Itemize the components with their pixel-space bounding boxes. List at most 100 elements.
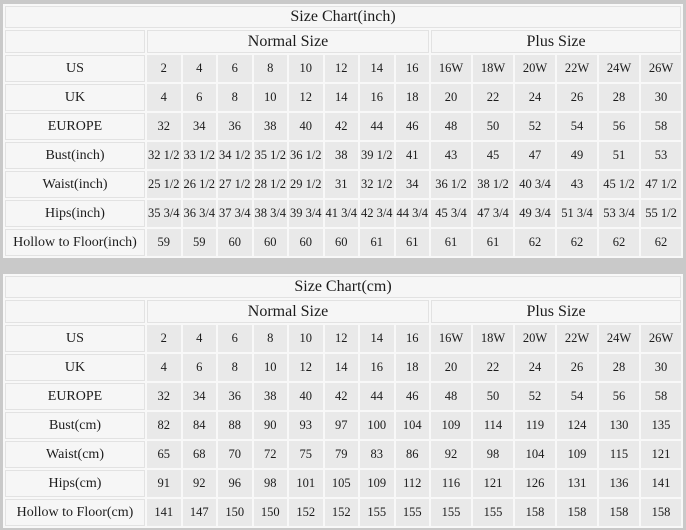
data-cell: 10 <box>289 325 323 352</box>
data-cell: 60 <box>289 229 323 256</box>
data-cell: 24 <box>515 84 555 111</box>
data-cell: 26W <box>641 325 682 352</box>
row-label: US <box>5 55 145 82</box>
data-cell: 36 3/4 <box>182 200 216 227</box>
data-cell: 42 <box>324 113 358 140</box>
data-cell: 52 <box>515 113 555 140</box>
data-cell: 141 <box>147 499 181 526</box>
data-cell: 16 <box>395 325 429 352</box>
data-cell: 39 1/2 <box>360 142 394 169</box>
data-cell: 104 <box>395 412 429 439</box>
data-cell: 46 <box>395 113 429 140</box>
data-cell: 8 <box>218 354 252 381</box>
data-cell: 20 <box>431 84 471 111</box>
data-cell: 44 <box>360 113 394 140</box>
data-cell: 53 3/4 <box>599 200 639 227</box>
data-cell: 46 <box>395 383 429 410</box>
column-group-row: Normal Size Plus Size <box>5 300 682 323</box>
data-cell: 49 3/4 <box>515 200 555 227</box>
data-cell: 79 <box>324 441 358 468</box>
table-row: UK 4 6 8 10 12 14 16 18 20 22 24 26 28 30 <box>5 354 682 381</box>
data-cell: 59 <box>147 229 181 256</box>
data-cell: 58 <box>641 383 682 410</box>
data-cell: 38 1/2 <box>473 171 513 198</box>
data-cell: 44 3/4 <box>395 200 429 227</box>
data-cell: 8 <box>253 55 287 82</box>
data-cell: 20 <box>431 354 471 381</box>
data-cell: 28 1/2 <box>253 171 287 198</box>
data-cell: 38 <box>253 383 287 410</box>
data-cell: 22W <box>557 55 597 82</box>
data-cell: 45 3/4 <box>431 200 471 227</box>
data-cell: 2 <box>147 325 181 352</box>
data-cell: 34 <box>182 113 216 140</box>
row-label: Hollow to Floor(inch) <box>5 229 145 256</box>
data-cell: 47 3/4 <box>473 200 513 227</box>
table-row: Bust(inch) 32 1/2 33 1/2 34 1/2 35 1/2 36 1/2… <box>5 142 682 169</box>
table-row: US 2 4 6 8 10 12 14 16 16W 18W 20W 22W 24W 26W <box>5 325 682 352</box>
data-cell: 62 <box>557 229 597 256</box>
table-row: Bust(cm) 82 84 88 90 93 97 100 104 109 114 119 124 13… <box>5 412 682 439</box>
data-cell: 82 <box>147 412 181 439</box>
data-cell: 2 <box>147 55 181 82</box>
data-cell: 112 <box>395 470 429 497</box>
data-cell: 35 3/4 <box>147 200 181 227</box>
data-cell: 4 <box>147 84 181 111</box>
row-label: Bust(cm) <box>5 412 145 439</box>
data-cell: 26 1/2 <box>182 171 216 198</box>
data-cell: 52 <box>515 383 555 410</box>
data-cell: 24W <box>599 55 639 82</box>
data-cell: 131 <box>557 470 597 497</box>
group-header-plus-size: Plus Size <box>431 30 682 53</box>
table-row: Waist(inch) 25 1/2 26 1/2 27 1/2 28 1/2 29 1/… <box>5 171 682 198</box>
data-cell: 51 <box>599 142 639 169</box>
data-cell: 60 <box>324 229 358 256</box>
data-cell: 93 <box>289 412 323 439</box>
data-cell: 150 <box>253 499 287 526</box>
data-cell: 92 <box>182 470 216 497</box>
data-cell: 38 <box>324 142 358 169</box>
data-cell: 141 <box>641 470 682 497</box>
data-cell: 12 <box>289 354 323 381</box>
data-cell: 8 <box>253 325 287 352</box>
data-cell: 62 <box>641 229 682 256</box>
table-row: EUROPE 32 34 36 38 40 42 44 46 48 50 52 54 56 58 <box>5 113 682 140</box>
data-cell: 37 3/4 <box>218 200 252 227</box>
group-header-normal-size: Normal Size <box>147 300 429 323</box>
data-cell: 34 <box>182 383 216 410</box>
data-cell: 59 <box>182 229 216 256</box>
data-cell: 97 <box>324 412 358 439</box>
data-cell: 41 <box>395 142 429 169</box>
data-cell: 4 <box>182 55 216 82</box>
table-row: EUROPE 32 34 36 38 40 42 44 46 48 50 52 54 56 58 <box>5 383 682 410</box>
data-cell: 39 3/4 <box>289 200 323 227</box>
data-cell: 6 <box>182 84 216 111</box>
data-cell: 51 3/4 <box>557 200 597 227</box>
size-chart-inch-table: Size Chart(inch) Normal Size Plus Size U… <box>3 4 684 258</box>
data-cell: 10 <box>253 354 287 381</box>
data-cell: 45 1/2 <box>599 171 639 198</box>
data-cell: 72 <box>253 441 287 468</box>
data-cell: 26 <box>557 84 597 111</box>
row-label: Hips(cm) <box>5 470 145 497</box>
data-cell: 12 <box>289 84 323 111</box>
table-row: UK 4 6 8 10 12 14 16 18 20 22 24 26 28 30 <box>5 84 682 111</box>
data-cell: 4 <box>182 325 216 352</box>
table-row: Waist(cm) 65 68 70 72 75 79 83 86 92 98 104 109 115 12… <box>5 441 682 468</box>
data-cell: 12 <box>324 55 358 82</box>
data-cell: 115 <box>599 441 639 468</box>
data-cell: 18W <box>473 325 513 352</box>
data-cell: 119 <box>515 412 555 439</box>
corner-cell <box>5 30 145 53</box>
data-cell: 44 <box>360 383 394 410</box>
data-cell: 101 <box>289 470 323 497</box>
data-cell: 68 <box>182 441 216 468</box>
row-label: Hips(inch) <box>5 200 145 227</box>
data-cell: 4 <box>147 354 181 381</box>
table-title-cm: Size Chart(cm) <box>5 276 682 298</box>
data-cell: 121 <box>641 441 682 468</box>
data-cell: 14 <box>324 84 358 111</box>
data-cell: 50 <box>473 113 513 140</box>
data-cell: 40 3/4 <box>515 171 555 198</box>
